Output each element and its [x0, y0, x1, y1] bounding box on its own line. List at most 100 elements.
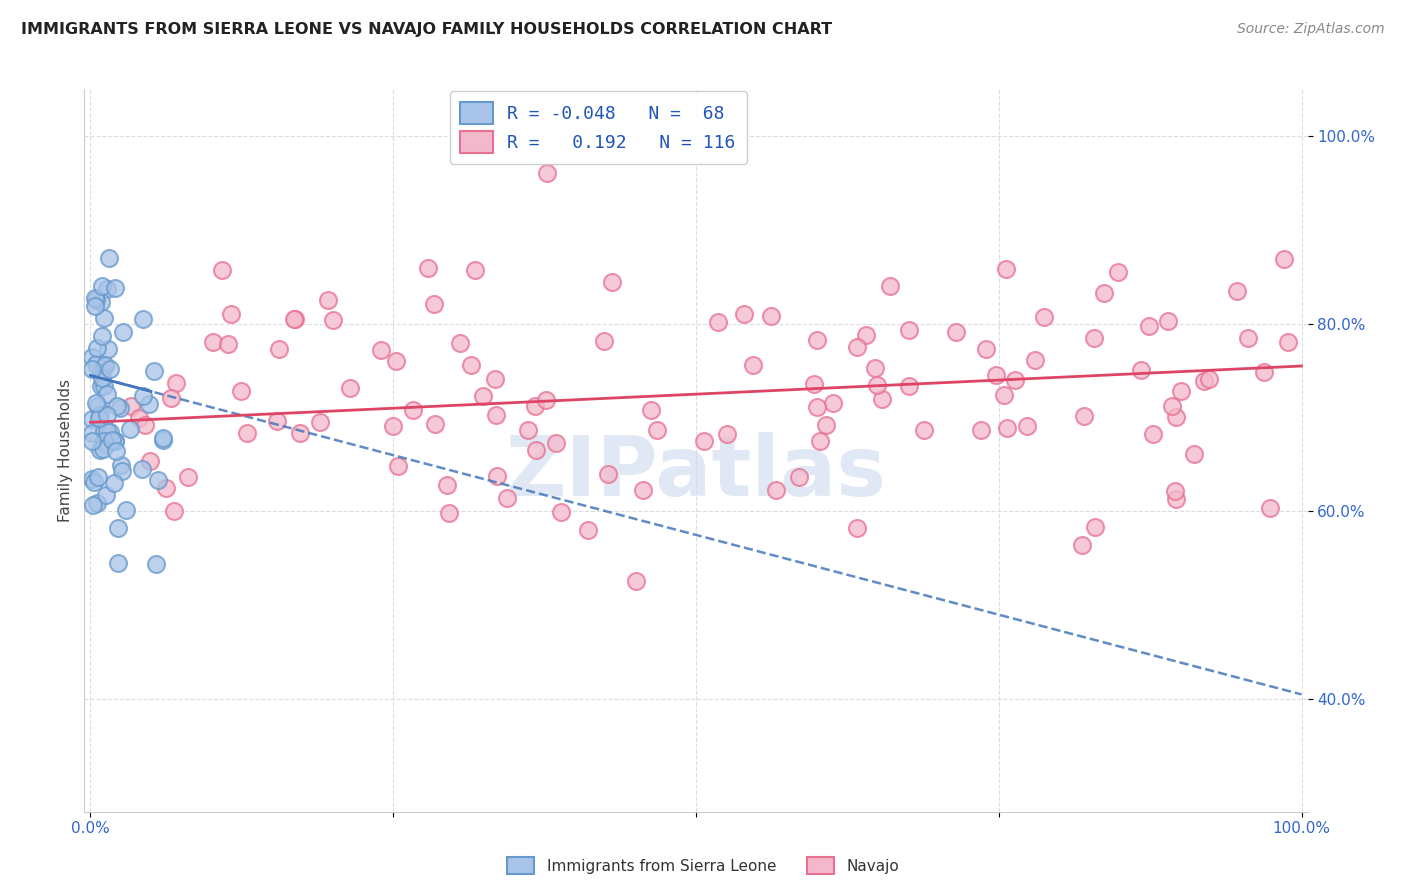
Point: [385, 353, 408, 368]
Point: [152, 433, 174, 447]
Point: [845, 341, 868, 355]
Point: [155, 481, 177, 495]
Point: [863, 361, 886, 376]
Point: [439, 506, 461, 520]
Point: [733, 307, 755, 321]
Text: ZIPatlas: ZIPatlas: [506, 432, 886, 513]
Point: [93, 434, 115, 448]
Point: [471, 389, 494, 403]
Point: [524, 443, 547, 458]
Point: [145, 557, 167, 571]
Point: [808, 434, 831, 448]
Point: [89, 379, 111, 393]
Point: [970, 423, 993, 437]
Point: [201, 334, 224, 349]
Point: [974, 342, 997, 356]
Point: [89, 409, 111, 423]
Point: [80, 434, 103, 449]
Point: [897, 379, 920, 393]
Point: [86, 342, 108, 356]
Point: [80, 362, 103, 376]
Point: [166, 376, 188, 391]
Point: [80, 426, 103, 441]
Point: [82, 498, 104, 512]
Point: [855, 328, 877, 343]
Point: [83, 475, 105, 489]
Point: [1024, 353, 1046, 368]
Point: [912, 424, 935, 438]
Point: [160, 391, 183, 405]
Point: [219, 307, 242, 321]
Point: [91, 371, 114, 385]
Point: [1163, 484, 1185, 499]
Point: [423, 417, 446, 431]
Y-axis label: Family Households: Family Households: [58, 379, 73, 522]
Point: [120, 422, 142, 436]
Point: [592, 334, 614, 348]
Point: [1164, 491, 1187, 506]
Point: [152, 431, 174, 445]
Point: [995, 421, 1018, 435]
Point: [177, 470, 200, 484]
Point: [640, 403, 662, 417]
Point: [550, 505, 572, 519]
Point: [1017, 419, 1039, 434]
Point: [1258, 501, 1281, 516]
Point: [418, 260, 440, 275]
Point: [1107, 265, 1129, 279]
Point: [103, 476, 125, 491]
Point: [1142, 426, 1164, 441]
Point: [645, 423, 668, 437]
Point: [211, 262, 233, 277]
Point: [1272, 252, 1295, 267]
Point: [91, 328, 114, 343]
Point: [283, 312, 305, 326]
Point: [83, 299, 105, 313]
Point: [87, 470, 110, 484]
Point: [993, 387, 1015, 401]
Point: [131, 462, 153, 476]
Point: [80, 350, 103, 364]
Point: [100, 425, 122, 439]
Point: [846, 521, 869, 535]
Point: [103, 434, 125, 448]
Point: [1033, 310, 1056, 325]
Point: [765, 483, 787, 497]
Point: [104, 434, 127, 449]
Point: [128, 411, 150, 425]
Point: [984, 368, 1007, 383]
Point: [107, 556, 129, 570]
Point: [693, 434, 716, 448]
Point: [139, 453, 162, 467]
Point: [381, 419, 404, 434]
Point: [111, 464, 134, 478]
Point: [1137, 318, 1160, 333]
Point: [91, 435, 114, 450]
Point: [93, 311, 115, 326]
Point: [1166, 410, 1188, 425]
Point: [98, 362, 121, 376]
Point: [401, 402, 423, 417]
Point: [1071, 539, 1094, 553]
Point: [1161, 399, 1184, 413]
Point: [596, 467, 619, 482]
Point: [707, 316, 730, 330]
Point: [806, 400, 828, 414]
Text: IMMIGRANTS FROM SIERRA LEONE VS NAVAJO FAMILY HOUSEHOLDS CORRELATION CHART: IMMIGRANTS FROM SIERRA LEONE VS NAVAJO F…: [21, 22, 832, 37]
Point: [1198, 372, 1220, 386]
Point: [436, 478, 458, 492]
Point: [815, 418, 838, 433]
Point: [84, 293, 107, 308]
Point: [97, 251, 120, 265]
Point: [134, 418, 156, 433]
Point: [138, 396, 160, 410]
Point: [89, 442, 111, 457]
Point: [115, 503, 138, 517]
Point: [578, 523, 600, 537]
Point: [897, 323, 920, 337]
Point: [82, 412, 104, 426]
Point: [105, 444, 128, 458]
Point: [96, 408, 118, 422]
Point: [486, 468, 509, 483]
Point: [94, 488, 117, 502]
